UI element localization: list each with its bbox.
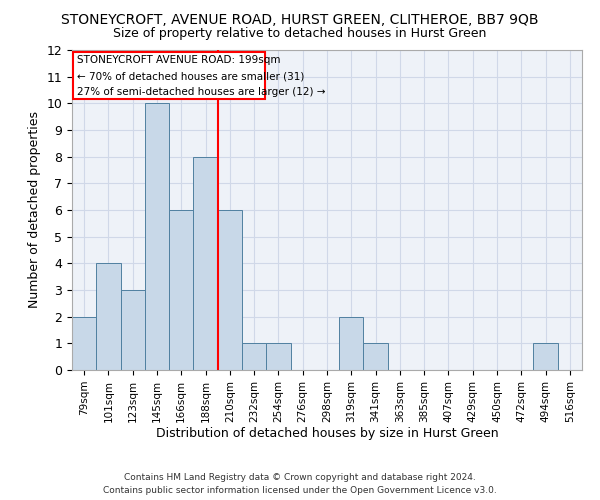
Bar bbox=[533, 344, 558, 370]
Text: Size of property relative to detached houses in Hurst Green: Size of property relative to detached ho… bbox=[113, 28, 487, 40]
Bar bbox=[193, 156, 218, 370]
Y-axis label: Number of detached properties: Number of detached properties bbox=[28, 112, 41, 308]
Bar bbox=[72, 316, 96, 370]
Bar bbox=[339, 316, 364, 370]
Bar bbox=[96, 264, 121, 370]
Text: ← 70% of detached houses are smaller (31): ← 70% of detached houses are smaller (31… bbox=[77, 71, 304, 81]
Text: STONEYCROFT AVENUE ROAD: 199sqm: STONEYCROFT AVENUE ROAD: 199sqm bbox=[77, 55, 280, 65]
Bar bbox=[242, 344, 266, 370]
Text: STONEYCROFT, AVENUE ROAD, HURST GREEN, CLITHEROE, BB7 9QB: STONEYCROFT, AVENUE ROAD, HURST GREEN, C… bbox=[61, 12, 539, 26]
Text: Contains HM Land Registry data © Crown copyright and database right 2024.
Contai: Contains HM Land Registry data © Crown c… bbox=[103, 474, 497, 495]
X-axis label: Distribution of detached houses by size in Hurst Green: Distribution of detached houses by size … bbox=[155, 428, 499, 440]
Bar bbox=[218, 210, 242, 370]
Bar bbox=[364, 344, 388, 370]
Text: 27% of semi-detached houses are larger (12) →: 27% of semi-detached houses are larger (… bbox=[77, 87, 325, 97]
Bar bbox=[145, 104, 169, 370]
FancyBboxPatch shape bbox=[73, 52, 265, 98]
Bar bbox=[121, 290, 145, 370]
Bar bbox=[266, 344, 290, 370]
Bar bbox=[169, 210, 193, 370]
